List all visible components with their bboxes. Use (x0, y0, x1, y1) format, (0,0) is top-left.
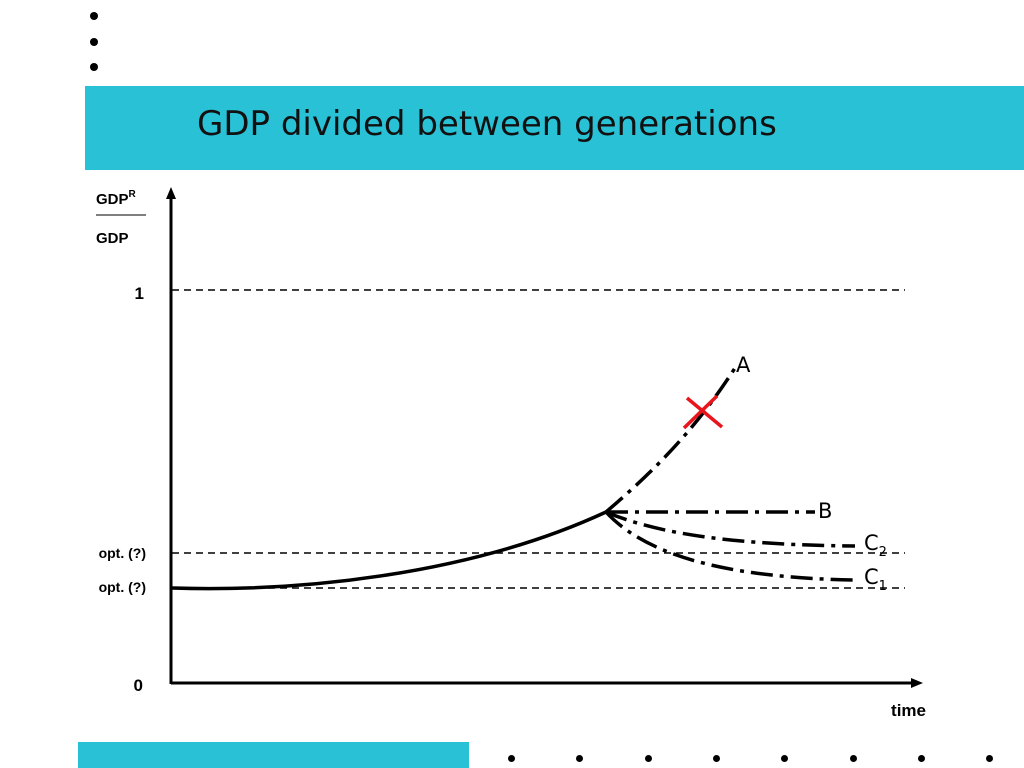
bullet-dot-icon (918, 755, 925, 762)
x-axis-label: time (891, 701, 926, 720)
y-label-numerator: GDPR (96, 189, 137, 208)
curve-c2 (605, 510, 856, 548)
bullet-dot-icon (781, 755, 788, 762)
red-x-icon (682, 394, 724, 430)
bullet-dot-icon (90, 12, 98, 20)
bullet-dot-icon (850, 755, 857, 762)
footer-band (78, 742, 469, 768)
history-curve (171, 510, 607, 591)
bullet-dot-icon (576, 755, 583, 762)
opt-label-lower: opt. (?) (99, 579, 146, 595)
bullet-dot-icon (90, 63, 98, 71)
y-label-denominator: GDP (96, 230, 129, 247)
bullet-dot-icon (90, 38, 98, 46)
curve-label-b: B (818, 499, 832, 523)
curve-a (604, 367, 737, 514)
curve-label-c1: C1 (864, 565, 887, 594)
slide-title: GDP divided between generations (197, 104, 777, 144)
arrow-head-icon (166, 187, 176, 199)
curve-label-c2: C2 (864, 531, 887, 560)
tick-label-zero: 0 (134, 676, 143, 695)
tick-label-one: 1 (135, 284, 144, 303)
bullet-dot-icon (986, 755, 993, 762)
title-band: GDP divided between generations (85, 86, 1024, 170)
curve-label-a: A (736, 353, 751, 377)
arrow-head-icon (911, 678, 923, 688)
bullet-dot-icon (713, 755, 720, 762)
curve-c1 (604, 510, 856, 582)
bullet-dot-icon (645, 755, 652, 762)
bullet-dot-icon (508, 755, 515, 762)
opt-label-upper: opt. (?) (99, 545, 146, 561)
